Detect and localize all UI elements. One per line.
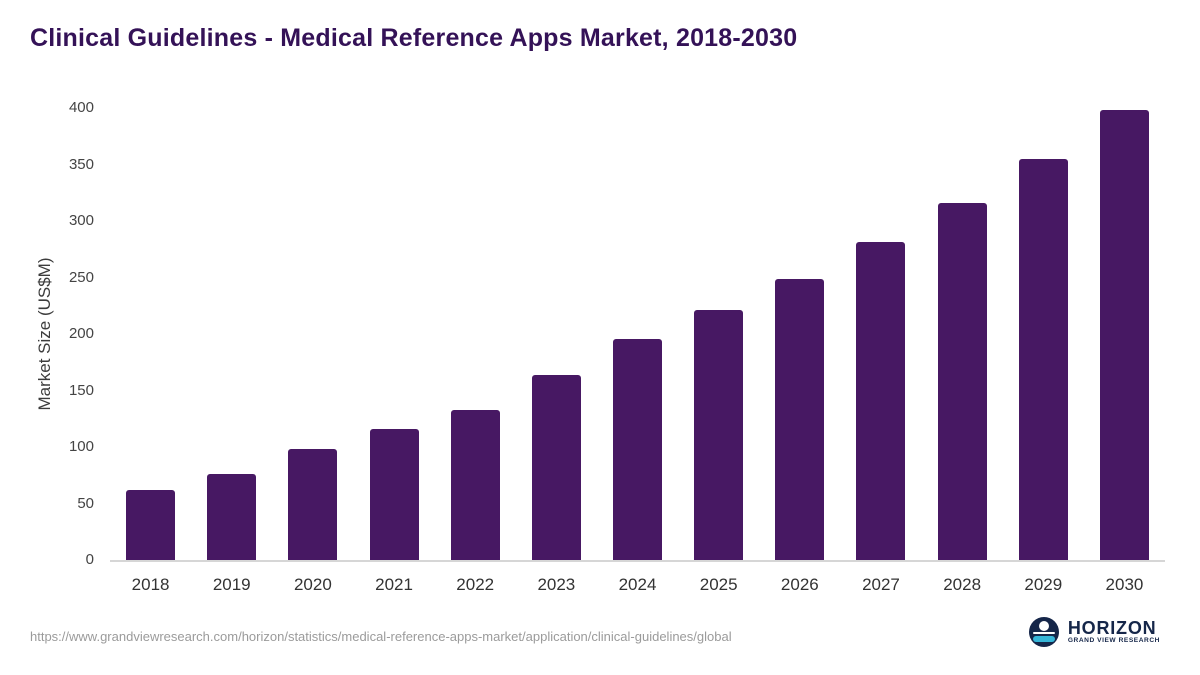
- x-tick-label-2025: 2025: [699, 575, 738, 594]
- bar-2027: [856, 242, 906, 560]
- bar-2018: [126, 490, 176, 560]
- bar-slot: [191, 108, 272, 560]
- bar-slot: [922, 108, 1003, 560]
- x-tick-label-2024: 2024: [618, 575, 657, 594]
- bar-slot: [353, 108, 434, 560]
- y-axis-ticks: 0 50 100 150 200 250 300 350 400: [42, 99, 94, 568]
- bar-2019: [207, 474, 257, 560]
- logo-title: HORIZON: [1067, 618, 1157, 639]
- x-tick-label-2018: 2018: [131, 575, 170, 594]
- bar-slot: [435, 108, 516, 560]
- chart-title: Clinical Guidelines - Medical Reference …: [30, 24, 798, 52]
- bar-slot: [1084, 108, 1165, 560]
- bar-2030: [1099, 110, 1149, 560]
- bars: [110, 108, 1165, 562]
- bar-2026: [775, 279, 825, 560]
- source-url: https://www.grandviewresearch.com/horizo…: [30, 629, 732, 644]
- y-tick-label-0: 0: [85, 551, 94, 568]
- bar-2025: [694, 310, 744, 560]
- bar-slot: [1003, 108, 1084, 560]
- y-tick-label-150: 150: [68, 381, 94, 399]
- brand-logo: HORIZON GRAND VIEW RESEARCH: [1028, 617, 1160, 647]
- bar-2023: [531, 375, 581, 560]
- bar-2022: [450, 410, 500, 560]
- bar-slot: [678, 108, 759, 560]
- logo-sun-dot: [1038, 621, 1049, 631]
- y-tick-label-400: 400: [68, 99, 94, 116]
- x-tick-label-2023: 2023: [537, 575, 576, 594]
- logo-horizon-line: [1032, 632, 1055, 634]
- x-tick-label-2027: 2027: [862, 575, 900, 594]
- y-tick-label-50: 50: [77, 494, 94, 512]
- x-tick-label-2028: 2028: [943, 575, 982, 594]
- bar-2029: [1018, 159, 1068, 560]
- x-tick-label-2019: 2019: [212, 575, 251, 594]
- x-tick-label-2022: 2022: [456, 575, 495, 594]
- chart-area: Market Size (US$M) 0 50 100 150 200 250 300 350…: [35, 99, 1165, 594]
- y-tick-label-350: 350: [68, 155, 94, 173]
- bar-slot: [272, 108, 353, 560]
- bar-slot: [516, 108, 597, 560]
- bar-2021: [369, 429, 419, 560]
- x-tick-label-2026: 2026: [780, 575, 819, 594]
- bar-slot: [759, 108, 840, 560]
- bar-2028: [937, 203, 987, 560]
- bar-slot: [597, 108, 678, 560]
- logo-teal-band: [1032, 636, 1055, 642]
- bar-2024: [613, 339, 663, 560]
- bar-2020: [288, 449, 338, 560]
- x-tick-label-2029: 2029: [1024, 575, 1063, 594]
- bar-slot: [110, 108, 191, 560]
- y-tick-label-100: 100: [68, 438, 94, 455]
- horizon-logo-icon: [1028, 617, 1059, 647]
- x-tick-label-2030: 2030: [1105, 575, 1144, 594]
- y-tick-label-250: 250: [68, 268, 94, 286]
- logo-subtitle: GRAND VIEW RESEARCH: [1067, 636, 1160, 644]
- x-axis-labels: 2018 2019 2020 2021 2022 2023 2024 2025 2026 2027…: [110, 575, 1165, 595]
- y-tick-label-200: 200: [68, 325, 94, 342]
- x-tick-label-2020: 2020: [293, 575, 332, 594]
- x-tick-label-2021: 2021: [375, 575, 413, 594]
- y-tick-label-300: 300: [68, 212, 94, 229]
- logo-text: HORIZON GRAND VIEW RESEARCH: [1068, 619, 1160, 645]
- bar-slot: [840, 108, 921, 560]
